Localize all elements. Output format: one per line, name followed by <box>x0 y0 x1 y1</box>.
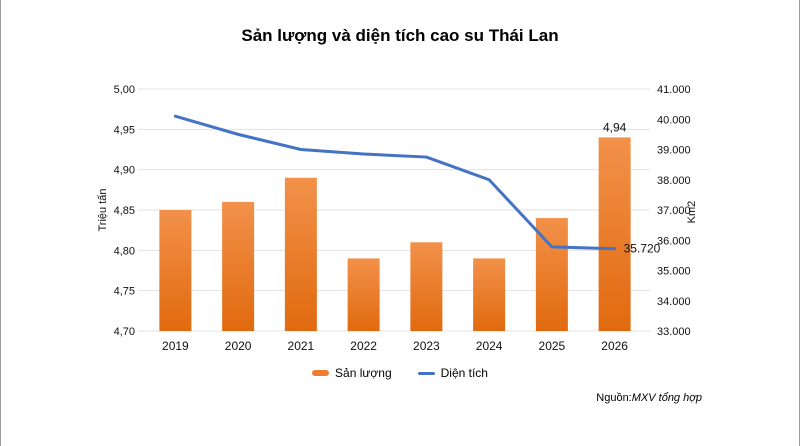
bar-2019 <box>159 210 192 331</box>
y-axis-right-tick-label: 40.000 <box>657 114 691 126</box>
y-axis-right-tick-label: 33.000 <box>657 326 691 338</box>
x-axis-label-2026: 2026 <box>601 339 628 353</box>
y-axis-left-tick-label: 5,00 <box>114 84 135 96</box>
area-trend-line <box>173 114 617 251</box>
chart-legend: Sản lượng Diện tích <box>1 366 799 380</box>
legend-swatch-production-icon <box>312 370 330 376</box>
legend-label-area: Diện tích <box>440 366 488 380</box>
y-axis-right-tick-label: 38.000 <box>657 175 691 187</box>
bar-2026 <box>598 137 631 331</box>
chart-title: Sản lượng và diện tích cao su Thái Lan <box>241 26 559 45</box>
x-axis-label-2020: 2020 <box>225 339 252 353</box>
x-axis-label-2019: 2019 <box>162 339 189 353</box>
bar-2022 <box>347 258 380 331</box>
y-axis-left-tick-label: 4,95 <box>114 124 135 136</box>
x-axis-label-2022: 2022 <box>350 339 377 353</box>
y-axis-left-tick-label: 4,80 <box>114 245 135 257</box>
source-note: Nguồn:MXV tổng hợp <box>596 392 702 404</box>
y-axis-right-tick-label: 35.000 <box>657 266 691 278</box>
legend-item-production: Sản lượng <box>312 366 392 380</box>
legend-item-area: Diện tích <box>417 366 488 380</box>
y-axis-right-tick-label: 36.000 <box>657 235 691 247</box>
x-axis-label-2025: 2025 <box>539 339 566 353</box>
bar-2024 <box>473 258 506 331</box>
x-axis-label-2023: 2023 <box>413 339 440 353</box>
source-prefix: Nguồn: <box>596 392 632 404</box>
y-axis-left-tick-label: 4,70 <box>114 326 135 338</box>
legend-swatch-area-icon <box>417 371 435 375</box>
bar-2023 <box>410 242 443 331</box>
y-axis-right-tick-label: 37.000 <box>657 205 691 217</box>
y-axis-left-tick-label: 4,85 <box>114 205 135 217</box>
left-axis-title: Triệu tấn <box>97 188 109 231</box>
y-axis-right-tick-label: 41.000 <box>657 84 691 96</box>
x-axis-label-2021: 2021 <box>288 339 315 353</box>
legend-label-production: Sản lượng <box>335 366 392 380</box>
y-axis-left-tick-label: 4,90 <box>114 165 135 177</box>
bar-data-label-2026: 4,94 <box>603 120 627 134</box>
y-axis-right-tick-label: 39.000 <box>657 145 691 157</box>
bar-2021 <box>284 177 317 331</box>
line-data-label-2026: 35.720 <box>624 242 661 256</box>
x-axis-label-2024: 2024 <box>476 339 503 353</box>
y-axis-right-tick-label: 34.000 <box>657 296 691 308</box>
right-axis-title: Km2 <box>686 201 698 224</box>
y-axis-left-tick-label: 4,75 <box>114 286 135 298</box>
bar-2020 <box>222 201 255 331</box>
source-text: MXV tổng hợp <box>631 392 702 404</box>
